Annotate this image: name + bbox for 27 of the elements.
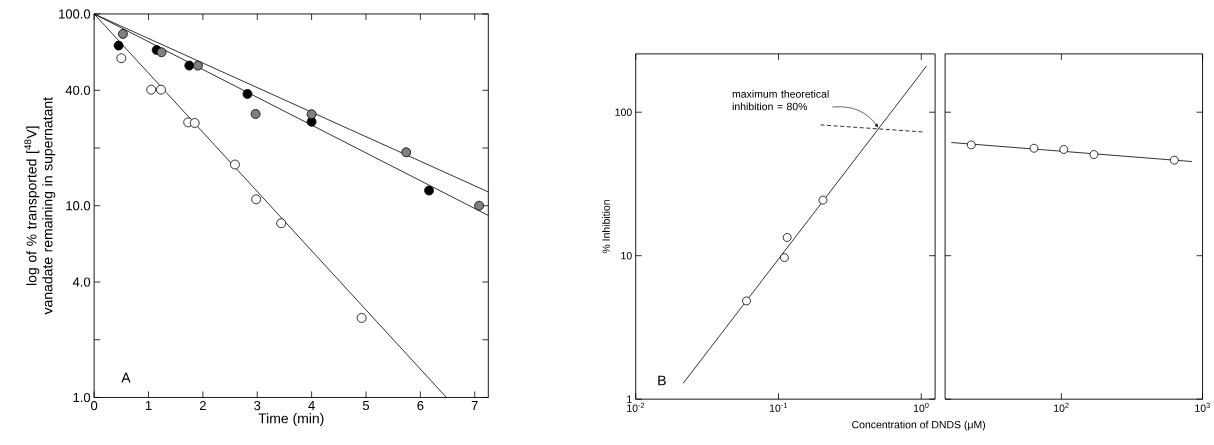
annotation: A [121, 372, 131, 383]
y-axis-title: % Inhibition [602, 200, 610, 254]
y-tick-label: 1 [627, 395, 632, 403]
y-tick-label: 40.0 [65, 85, 91, 95]
x-tick-label: 10$^{-2}$ [627, 402, 645, 412]
y-tick-label: 10 [621, 251, 632, 260]
x-tick-label: 10$^{3}$ [1195, 402, 1210, 412]
x-tick-label: 10$^{-1}$ [769, 402, 787, 412]
y-tick-label: 10.0 [66, 201, 91, 211]
x-tick-label: 2 [199, 400, 206, 411]
x-tick-label: 10$^{0}$ [913, 402, 929, 412]
x-tick-label: 0 [91, 400, 98, 411]
x-tick-label: 6 [417, 400, 424, 411]
annotation: B [658, 375, 666, 386]
x-tick-label: 7 [471, 400, 478, 410]
y-tick-label: 4.0 [72, 277, 91, 287]
x-tick-label: 5 [362, 400, 370, 411]
x-axis-title: Concentration of DNDS (μM) [852, 420, 986, 431]
y-tick-label: 100.0 [59, 9, 91, 19]
x-tick-label: 4 [308, 400, 315, 410]
x-tick-label: 1 [145, 400, 152, 410]
annotation: maximum theoretical inhibition = 80% [732, 90, 829, 111]
x-axis-title: Time (min) [258, 413, 324, 427]
y-tick-label: 1.0 [73, 392, 91, 403]
x-tick-label: 3 [254, 400, 261, 411]
x-tick-label: 10$^{2}$ [1054, 402, 1069, 412]
y-tick-label: 100 [615, 108, 632, 116]
